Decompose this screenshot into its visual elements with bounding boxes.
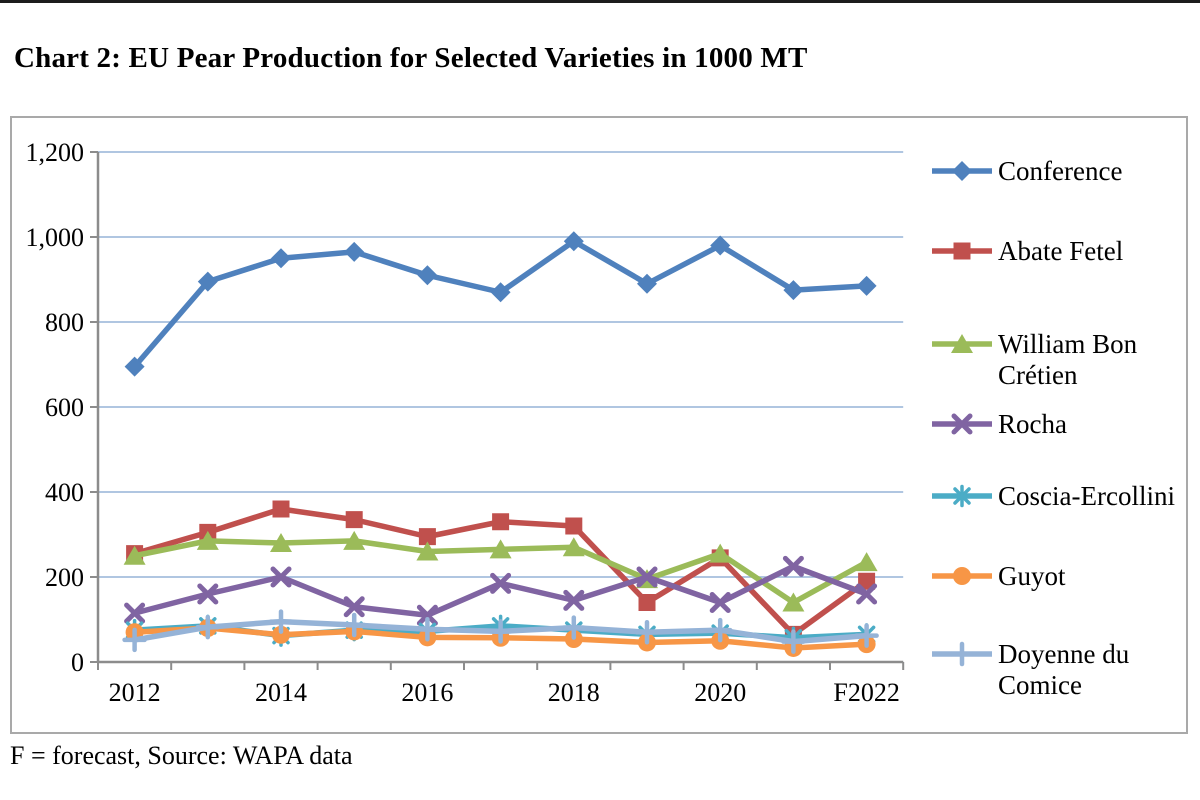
y-tick-label: 800	[45, 308, 84, 337]
chart-title: Chart 2: EU Pear Production for Selected…	[14, 42, 808, 74]
legend-item-william-bon-cr-tien	[932, 334, 992, 353]
series-conference	[124, 231, 877, 377]
legend-item-guyot	[932, 567, 992, 585]
x-tick-label: 2016	[401, 678, 453, 707]
y-tick-label: 0	[71, 648, 84, 677]
y-tick-label: 600	[45, 393, 84, 422]
legend-label: Rocha	[998, 409, 1067, 439]
series-rocha	[124, 555, 878, 626]
legend-label: Conference	[998, 156, 1122, 186]
x-tick-label: 2020	[694, 678, 746, 707]
y-tick-label: 1,000	[26, 223, 85, 252]
series-doyenne-du-comice	[122, 609, 879, 654]
y-tick-label: 400	[45, 478, 84, 507]
legend-item-rocha	[932, 413, 992, 435]
legend-label: Comice	[998, 670, 1082, 700]
legend-item-doyenne-du-comice	[932, 641, 992, 667]
chart-footnote: F = forecast, Source: WAPA data	[10, 741, 353, 770]
y-tick-label: 1,200	[26, 138, 85, 167]
legend-item-conference	[932, 161, 992, 181]
legend-label: Coscia-Ercollini	[998, 481, 1175, 511]
x-tick-label: 2018	[548, 678, 600, 707]
legend-item-abate-fetel	[932, 242, 992, 260]
legend-label: Abate Fetel	[998, 236, 1123, 266]
pear-production-line-chart: 0 200 400 600 800 1,000 1,200 2012 2014 2016 2018 2…	[26, 138, 1175, 707]
x-tick-label: 2014	[255, 678, 307, 707]
x-tick-label: F2022	[833, 678, 899, 707]
legend-label: William Bon	[998, 329, 1138, 359]
legend-label: Crétien	[998, 360, 1078, 390]
legend-label: Guyot	[998, 561, 1066, 591]
x-tick-label: 2012	[109, 678, 161, 707]
legend-item-coscia-ercollini	[932, 484, 992, 508]
legend-label: Doyenne du	[998, 639, 1130, 669]
top-rule	[0, 0, 1200, 3]
y-tick-label: 200	[45, 563, 84, 592]
series-william-bon-cr-tien	[123, 530, 878, 612]
chart-frame: 0 200 400 600 800 1,000 1,200 2012 2014 2016 2018 2…	[10, 116, 1188, 734]
